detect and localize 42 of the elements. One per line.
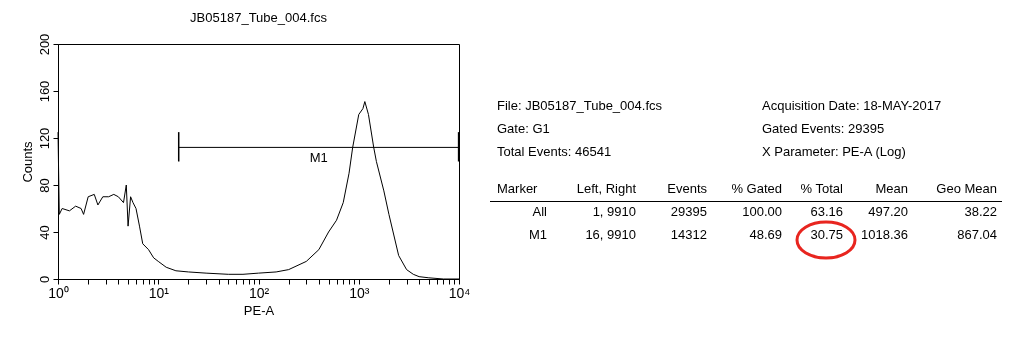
x-tick-label: 10⁰ — [48, 284, 69, 301]
text: 14312 — [670, 227, 707, 242]
text: Acquisition Date: 18-MAY-2017 — [762, 98, 942, 113]
series-label: M1 — [309, 150, 328, 166]
text: 63.16 — [810, 204, 843, 219]
x-tick-label: 10² — [248, 284, 270, 301]
y-tick-label: 40 — [36, 225, 52, 240]
text: 29395 — [670, 204, 707, 219]
text: % Gated — [731, 181, 782, 196]
x-tick-label: 10⁴ — [448, 284, 471, 301]
text: % Total — [800, 181, 843, 196]
text: Mean — [875, 181, 908, 196]
text: M1 — [528, 227, 547, 242]
text: Total Events: 46541 — [497, 144, 612, 159]
text: Gate: G1 — [497, 121, 550, 136]
x-tick-label: 10¹ — [148, 284, 170, 301]
text: File: JB05187_Tube_004.fcs — [497, 98, 663, 113]
text: 497.20 — [868, 204, 908, 219]
text: Events — [667, 181, 707, 196]
y-tick-label: 120 — [36, 127, 52, 150]
x-axis-title: PE-A — [243, 302, 275, 318]
text: 867.04 — [957, 227, 997, 242]
y-tick-label: 200 — [36, 33, 52, 56]
text: 1018.36 — [861, 227, 908, 242]
text: Left, Right — [576, 181, 636, 196]
y-tick-label: 0 — [36, 275, 52, 284]
chart-title: JB05187_Tube_004.fcs — [190, 10, 328, 26]
text: Geo Mean — [936, 181, 997, 196]
text: Marker — [497, 181, 538, 196]
text: 30.75 — [810, 227, 843, 242]
y-tick-label: 160 — [36, 80, 52, 103]
text: 100.00 — [742, 204, 782, 219]
text: X Parameter: PE-A (Log) — [762, 144, 906, 159]
y-tick-label: 80 — [36, 178, 52, 193]
text: 1, 9910 — [592, 204, 636, 219]
text: 38.22 — [964, 204, 997, 219]
text: All — [532, 204, 547, 219]
text: 48.69 — [749, 227, 782, 242]
y-axis-title: Counts — [19, 140, 35, 183]
x-tick-label: 10³ — [349, 284, 370, 301]
text: Gated Events: 29395 — [762, 121, 885, 136]
text: 16, 9910 — [585, 227, 636, 242]
